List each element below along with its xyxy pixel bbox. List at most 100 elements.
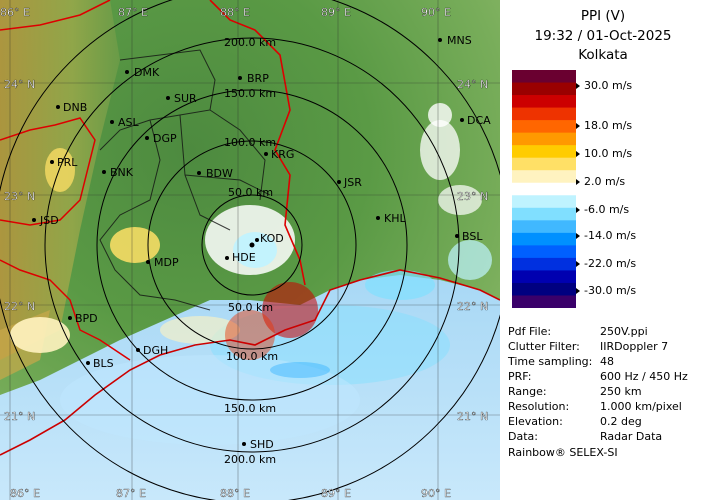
svg-text:BPD: BPD xyxy=(75,312,98,325)
ring-label-50-south: 50.0 km xyxy=(228,301,273,314)
colorbar-swatch xyxy=(512,107,576,121)
ring-label-200-north: 200.0 km xyxy=(224,36,276,49)
colorbar-swatch xyxy=(512,282,576,296)
svg-text:JSD: JSD xyxy=(39,214,59,227)
station-krg: KRG xyxy=(264,148,294,161)
meta-row-resolution: Resolution: 1.000 km/pixel xyxy=(508,400,682,413)
station-bdw: BDW xyxy=(197,167,233,180)
colorbar-swatch xyxy=(512,207,576,221)
colorbar-label-neg22: -22.0 m/s xyxy=(575,257,637,270)
station-brp: BRP xyxy=(238,72,269,85)
colorbar-swatch xyxy=(512,132,576,146)
colorbar-swatch xyxy=(512,232,576,246)
info-panel: PPI (V) 19:32 / 01-Oct-2025 Kolkata 30.0… xyxy=(500,0,706,500)
lon-label-90-top: 90° E xyxy=(421,6,451,19)
colorbar-swatch xyxy=(512,257,576,271)
lat-label-24-left: 24° N xyxy=(4,78,35,91)
lat-label-24-right: 24° N xyxy=(457,78,488,91)
colorbar-swatch xyxy=(512,295,576,308)
lat-label-22-right: 22° N xyxy=(457,300,488,313)
svg-text:BSL: BSL xyxy=(462,230,483,243)
station-dmk: DMK xyxy=(125,66,160,79)
station-jsd: JSD xyxy=(32,214,59,227)
colorbar-label-neg14: -14.0 m/s xyxy=(575,229,637,242)
svg-text:SUR: SUR xyxy=(174,92,197,105)
colorbar-label-30: 30.0 m/s xyxy=(575,79,633,92)
svg-text:BLS: BLS xyxy=(93,357,114,370)
radar-site-icon xyxy=(249,242,255,248)
district-border-red xyxy=(0,117,131,361)
station-shd: SHD xyxy=(242,438,274,451)
ring-label-50-north: 50.0 km xyxy=(228,186,273,199)
lat-label-22-left: 22° N xyxy=(4,300,35,313)
station-prl: PRL xyxy=(50,156,78,169)
colorbar-label-neg30: -30.0 m/s xyxy=(575,284,637,297)
station-dca: DCA xyxy=(460,114,491,127)
station-kod: KOD xyxy=(255,232,284,245)
colorbar-label-neg6: -6.0 m/s xyxy=(575,203,630,216)
meta-row-prf: PRF: 600 Hz / 450 Hz xyxy=(508,370,688,383)
station-mns: MNS xyxy=(438,34,472,47)
svg-text:KHL: KHL xyxy=(384,212,406,225)
ring-label-100-north: 100.0 km xyxy=(224,136,276,149)
lat-label-21-left: 21° N xyxy=(4,410,35,423)
colorbar-swatch xyxy=(512,70,576,84)
station-dgp: DGP xyxy=(145,132,177,145)
lon-label-86-top: 86° E xyxy=(0,6,30,19)
station-bnk: BNK xyxy=(102,166,134,179)
svg-text:BRP: BRP xyxy=(247,72,269,85)
station-dgh: DGH xyxy=(136,344,168,357)
station-name: Kolkata xyxy=(578,47,628,63)
ring-label-150-south: 150.0 km xyxy=(224,402,276,415)
svg-text:MDP: MDP xyxy=(154,256,179,269)
svg-text:BDW: BDW xyxy=(206,167,233,180)
ring-label-150-north: 150.0 km xyxy=(224,87,276,100)
station-khl: KHL xyxy=(376,212,406,225)
radar-map-canvas: 200.0 km 150.0 km 100.0 km 50.0 km 50.0 … xyxy=(0,0,500,500)
svg-text:DGP: DGP xyxy=(153,132,177,145)
colorbar-swatch xyxy=(512,170,576,184)
range-rings xyxy=(0,0,500,500)
meta-row-time-sampling: Time sampling: 48 xyxy=(508,355,614,368)
colorbar-swatch xyxy=(512,120,576,134)
radar-echoes xyxy=(10,103,492,445)
colorbar-swatch xyxy=(512,270,576,284)
colorbar-swatch xyxy=(512,145,576,159)
meta-row-data: Data: Radar Data xyxy=(508,430,663,443)
lat-label-23-right: 23° N xyxy=(457,190,488,203)
station-asl: ASL xyxy=(110,116,140,129)
lon-label-86-bottom: 86° E xyxy=(10,487,40,500)
state-border xyxy=(0,0,306,286)
svg-text:JSR: JSR xyxy=(343,176,362,189)
colorbar-label-10: 10.0 m/s xyxy=(575,147,633,160)
meta-row-range: Range: 250 km xyxy=(508,385,642,398)
station-mdp: MDP xyxy=(146,256,179,269)
station-bsl: BSL xyxy=(455,230,483,243)
lon-label-89-top: 89° E xyxy=(321,6,351,19)
meta-row-elevation: Elevation: 0.2 deg xyxy=(508,415,642,428)
lon-label-87-top: 87° E xyxy=(118,6,148,19)
meta-row-pdf-file: Pdf File: 250V.ppi xyxy=(508,325,648,338)
ring-label-100-south: 100.0 km xyxy=(226,350,278,363)
velocity-colorbar xyxy=(512,70,576,308)
station-bpd: BPD xyxy=(68,312,98,325)
svg-text:DMK: DMK xyxy=(134,66,160,79)
svg-text:MNS: MNS xyxy=(447,34,472,47)
meta-row-clutter-filter: Clutter Filter: IIRDoppler 7 xyxy=(508,340,669,353)
colorbar-label-18: 18.0 m/s xyxy=(575,119,633,132)
ring-label-200-south: 200.0 km xyxy=(224,453,276,466)
colorbar-swatch xyxy=(512,82,576,96)
svg-text:PRL: PRL xyxy=(57,156,78,169)
software-credit: Rainbow® SELEX-SI xyxy=(508,446,618,459)
station-jsr: JSR xyxy=(337,176,362,189)
svg-text:DCA: DCA xyxy=(467,114,491,127)
colorbar-swatch xyxy=(512,157,576,171)
colorbar-swatch xyxy=(512,95,576,109)
radar-map: 200.0 km 150.0 km 100.0 km 50.0 km 50.0 … xyxy=(0,0,500,500)
lon-label-87-bottom: 87° E xyxy=(116,487,146,500)
colorbar-swatch xyxy=(512,220,576,234)
svg-text:HDE: HDE xyxy=(232,251,256,264)
station-hde: HDE xyxy=(225,251,256,264)
lat-label-23-left: 23° N xyxy=(4,190,35,203)
datetime-label: 19:32 / 01-Oct-2025 xyxy=(534,28,672,44)
